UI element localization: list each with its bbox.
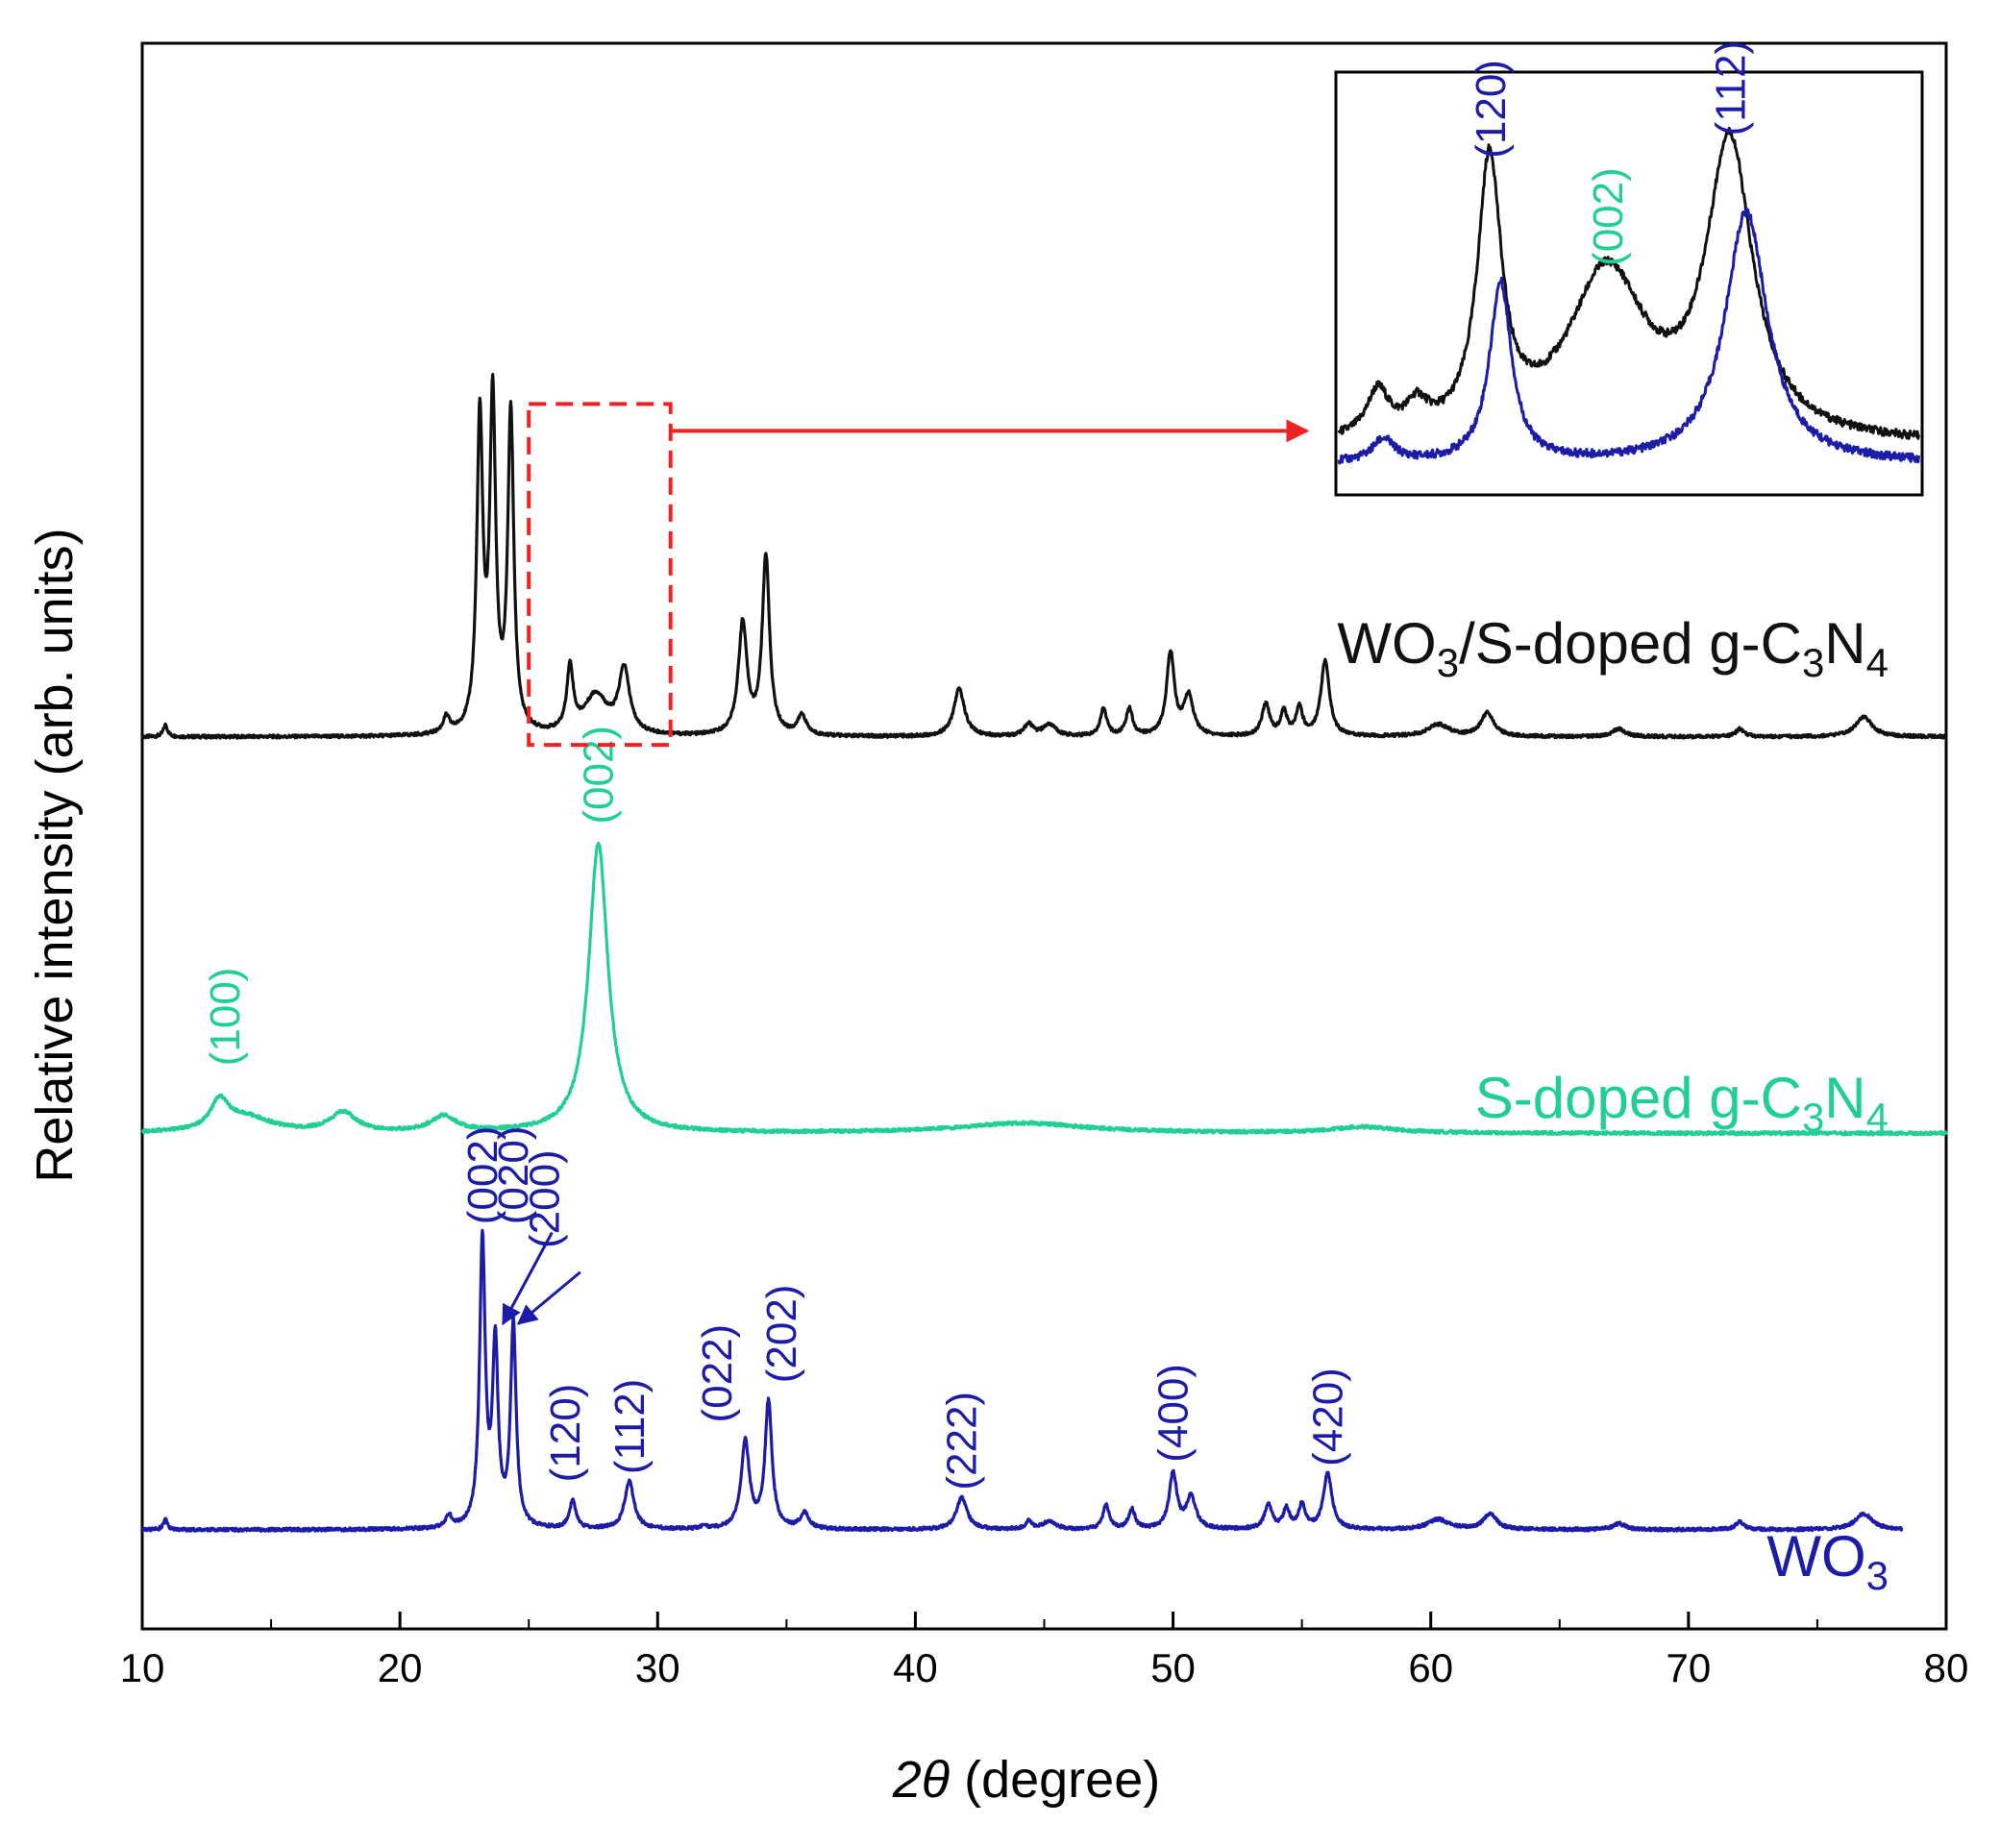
- series-label-part: S-doped g-C: [1475, 1066, 1802, 1130]
- hkl-label-420: (420): [1304, 1368, 1351, 1466]
- series-label-wo3: WO3: [1766, 1524, 1889, 1598]
- x-axis-label: 2θ (degree): [892, 1751, 1160, 1809]
- inset-line-blue: [1337, 207, 1920, 465]
- series-label-s-doped-g-c3n4: S-doped g-C3N4: [1475, 1066, 1889, 1140]
- hkl-label-022: (022): [694, 1324, 741, 1423]
- inset-zoom: (120) (002) (112): [1334, 40, 1924, 497]
- x-tick-label: 30: [635, 1645, 680, 1690]
- series-label-part: 3: [1437, 640, 1459, 685]
- indicator-arrow-020: [502, 1231, 554, 1326]
- inset-hkl-label-002: (002): [1585, 167, 1632, 266]
- y-axis-label: Relative intensity (arb. units): [26, 528, 84, 1182]
- hkl-label-020: (020): [490, 1126, 537, 1225]
- series-label-part: 3: [1802, 1095, 1824, 1140]
- x-tick-label: 40: [893, 1645, 938, 1690]
- series-label-part: 4: [1866, 640, 1889, 685]
- series-label-part: WO: [1766, 1524, 1865, 1589]
- series-label-part: N: [1824, 611, 1865, 676]
- inset-series-layer: [1337, 126, 1920, 465]
- hkl-label-112: (112): [606, 1379, 654, 1474]
- x-axis-symbol: 2θ: [892, 1751, 950, 1809]
- inset-line-black: [1337, 126, 1920, 440]
- inset-annotation-layer: (120) (002) (112): [1468, 40, 1755, 266]
- hkl-label-120: (120): [542, 1384, 589, 1483]
- series-label-part: WO: [1337, 611, 1436, 676]
- series-label-part: 4: [1866, 1095, 1889, 1140]
- series-label-part: N: [1824, 1066, 1865, 1130]
- x-axis-ticks: 10 20 30 40 50 60 70 80: [120, 1612, 1969, 1690]
- hkl-label-100: (100): [202, 968, 249, 1067]
- hkl-label-202: (202): [758, 1285, 805, 1384]
- series-label-part: /S-doped g-C: [1459, 611, 1802, 676]
- hkl-label-200: (200): [521, 1149, 568, 1248]
- hkl-label-400: (400): [1150, 1364, 1198, 1463]
- series-line-s-doped-g-c3n4: [140, 841, 1948, 1137]
- x-axis-unit: (degree): [950, 1751, 1160, 1809]
- series-label-part: 3: [1866, 1553, 1889, 1598]
- hkl-label-002: (002): [459, 1126, 506, 1225]
- inset-hkl-label-112: (112): [1708, 40, 1755, 136]
- x-tick-label: 50: [1150, 1645, 1196, 1690]
- indicator-arrow-200: [516, 1270, 581, 1325]
- hkl-label-222: (222): [939, 1392, 986, 1491]
- x-tick-label: 10: [120, 1645, 165, 1690]
- series-line-wo3: [140, 1228, 1904, 1533]
- hkl-label-002: (002): [576, 726, 623, 825]
- x-tick-label: 80: [1924, 1645, 1969, 1690]
- annotation-layer: (100)(002)(002)(020)(200)(120) (112)(022)…: [202, 402, 1351, 1491]
- x-tick-label: 20: [378, 1645, 423, 1690]
- inset-hkl-label-120: (120): [1468, 60, 1515, 159]
- series-layer: [140, 373, 1948, 1533]
- zoom-region-box: [527, 402, 673, 748]
- series-line-wo3-s-doped-g-c3n4: [140, 373, 1948, 740]
- x-tick-label: 70: [1666, 1645, 1711, 1690]
- series-label-wo3-s-doped-g-c3n4: WO3/S-doped g-C3N4: [1337, 611, 1889, 685]
- x-tick-label: 60: [1408, 1645, 1453, 1690]
- series-label-part: 3: [1802, 640, 1824, 685]
